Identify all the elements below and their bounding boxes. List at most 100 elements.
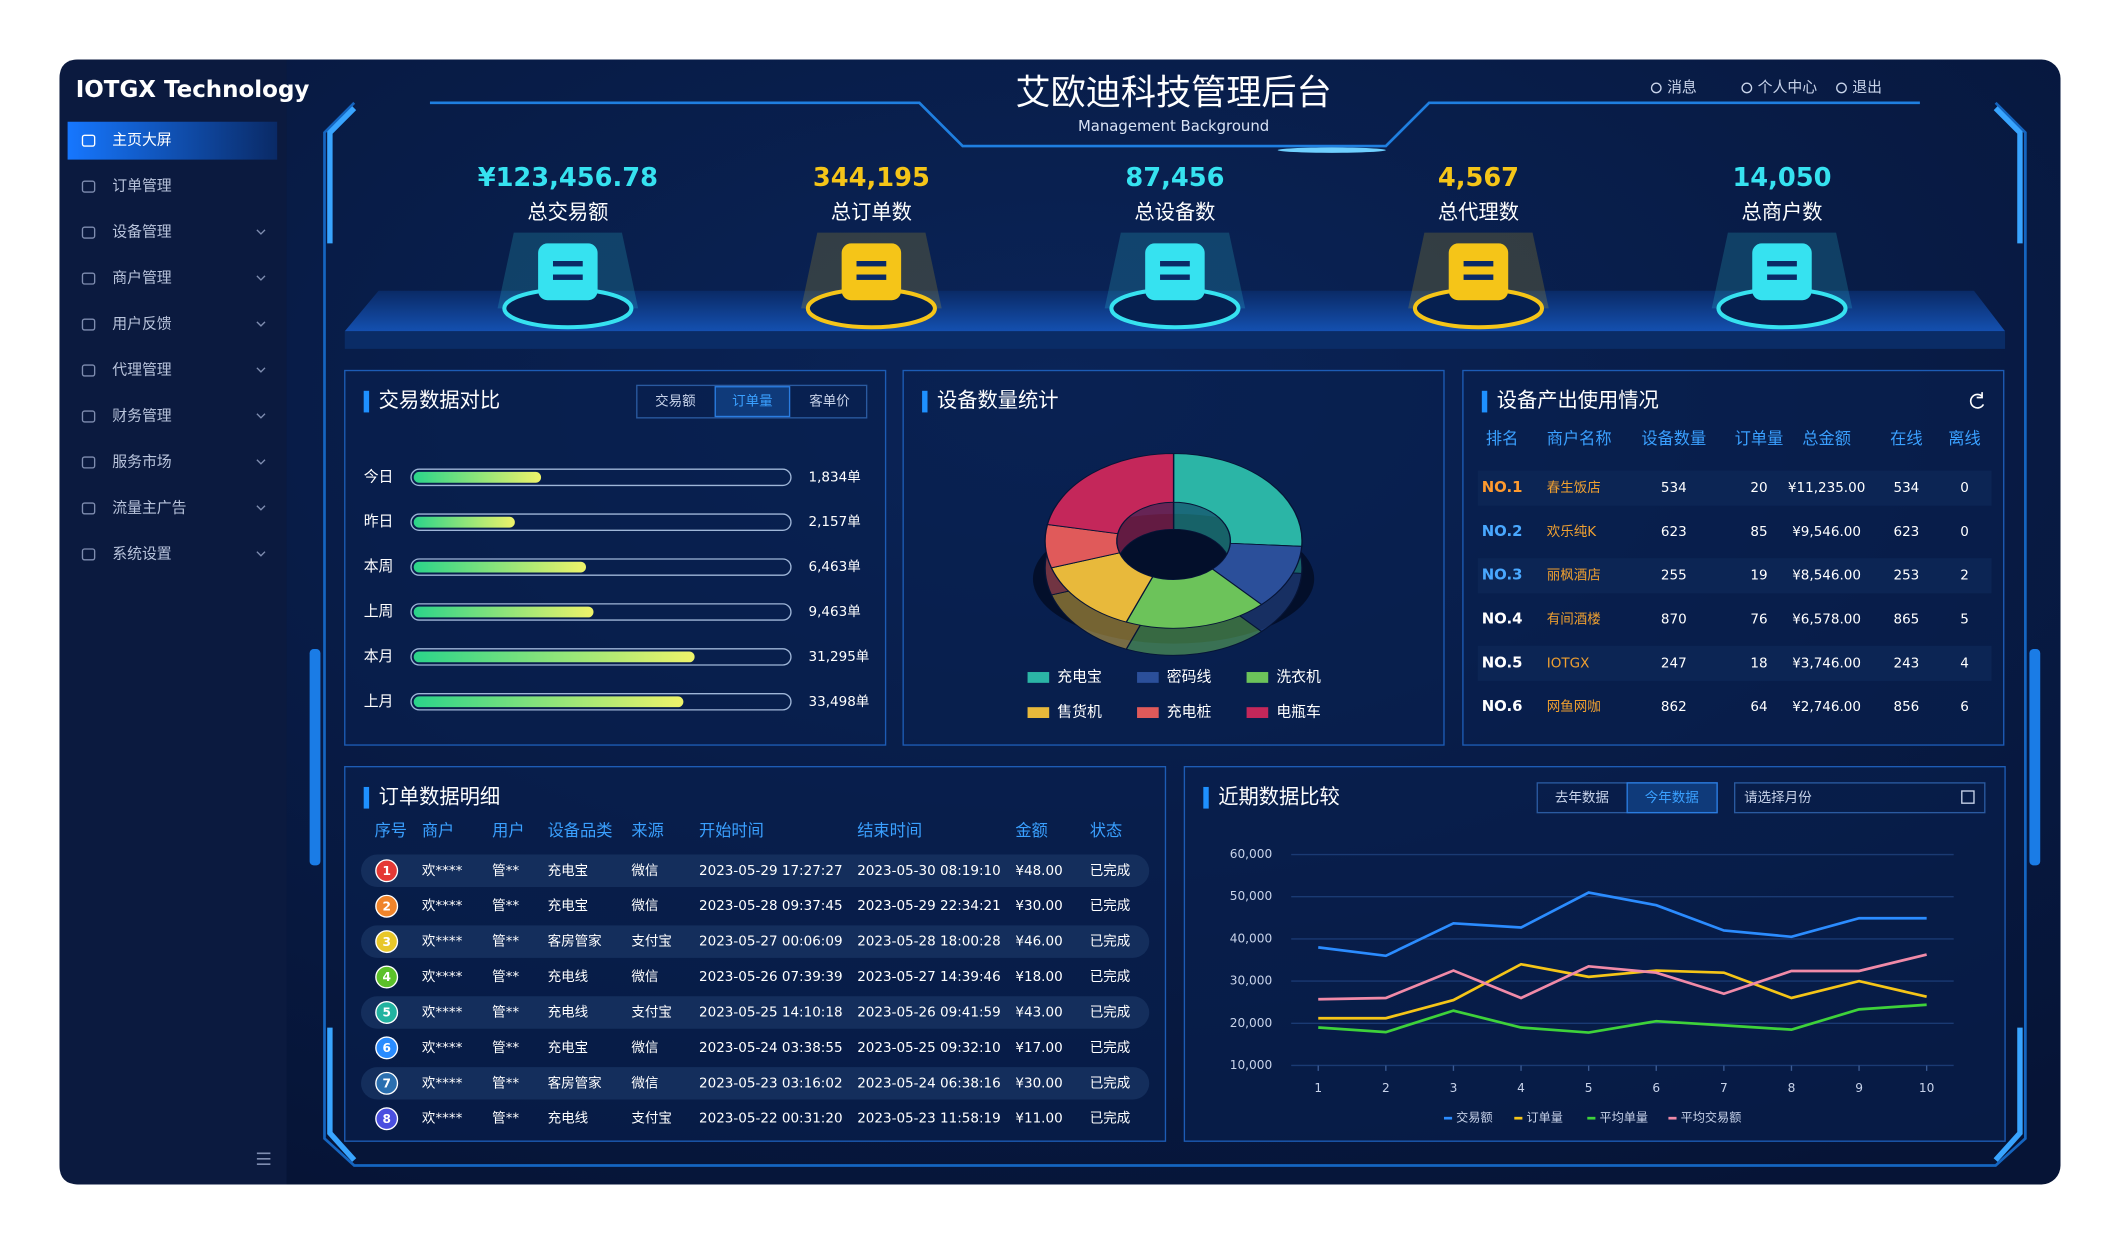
refresh-icon[interactable] bbox=[1969, 392, 1985, 409]
row-badge bbox=[375, 1107, 399, 1131]
menu-item[interactable]: 用户反馈 bbox=[112, 315, 172, 333]
table-row-stripe bbox=[1477, 645, 1992, 681]
collapse-icon[interactable] bbox=[256, 1152, 271, 1165]
y-tick-label: 30,000 bbox=[1230, 974, 1273, 988]
line-series bbox=[1318, 962, 1927, 1020]
tab[interactable]: 订单量 bbox=[732, 394, 773, 410]
table-cell: ¥11.00 bbox=[1015, 1111, 1062, 1127]
tab[interactable]: 交易额 bbox=[655, 393, 696, 410]
table-cell: 管** bbox=[492, 898, 519, 914]
menu-icon bbox=[81, 272, 96, 285]
row-badge bbox=[375, 894, 399, 918]
month-select[interactable] bbox=[1733, 782, 1986, 814]
table-cell: 76 bbox=[1750, 612, 1767, 628]
table-cell: 欢**** bbox=[422, 898, 463, 914]
menu-item[interactable]: 流量主广告 bbox=[112, 498, 186, 516]
table-cell: 微信 bbox=[631, 1040, 658, 1056]
table-cell: ¥2,746.00 bbox=[1792, 699, 1861, 715]
table-cell: 充电宝 bbox=[548, 863, 589, 879]
table-cell: NO.5 bbox=[1482, 653, 1523, 671]
kpi-value: ¥123,456.78 bbox=[478, 163, 658, 193]
table-cell: 19 bbox=[1750, 568, 1767, 584]
table-cell: 充电线 bbox=[548, 1004, 589, 1020]
table-cell: 2023-05-23 03:16:02 bbox=[699, 1075, 843, 1091]
row-index: 4 bbox=[382, 970, 390, 984]
row-index: 6 bbox=[382, 1041, 390, 1055]
menu-item[interactable]: 财务管理 bbox=[112, 406, 172, 424]
table-cell: NO.2 bbox=[1482, 522, 1523, 540]
table-cell: 6 bbox=[1960, 699, 1969, 715]
panel bbox=[1183, 765, 2006, 1142]
table-cell: 春生饭店 bbox=[1547, 480, 1601, 496]
table-cell: 64 bbox=[1750, 699, 1767, 715]
y-tick-label: 10,000 bbox=[1230, 1058, 1273, 1072]
table-row-stripe bbox=[360, 854, 1150, 887]
menu-item[interactable]: 商户管理 bbox=[112, 269, 172, 287]
table-cell: 支付宝 bbox=[631, 934, 672, 950]
x-tick-label: 8 bbox=[1788, 1081, 1796, 1095]
table-cell: ¥11,235.00 bbox=[1788, 480, 1865, 496]
menu-item[interactable]: 设备管理 bbox=[112, 223, 172, 241]
table-row-stripe bbox=[1477, 558, 1992, 594]
table-cell: 255 bbox=[1661, 568, 1687, 584]
bar-value: 1,834单 bbox=[809, 469, 861, 485]
brand: IOTGX Technology bbox=[76, 77, 310, 103]
kpi-icon-mark bbox=[552, 274, 583, 280]
tab[interactable]: 今年数据 bbox=[1645, 790, 1699, 806]
table-row-stripe bbox=[1477, 470, 1992, 506]
menu-icon bbox=[81, 180, 96, 193]
legend-swatch bbox=[1137, 707, 1159, 718]
header-frame bbox=[429, 101, 1920, 148]
bar-track bbox=[410, 692, 792, 711]
nav-item[interactable]: 退出 bbox=[1852, 78, 1882, 96]
menu-icon bbox=[81, 410, 96, 423]
row-badge bbox=[375, 1036, 399, 1060]
tab[interactable]: 客单价 bbox=[809, 393, 850, 410]
table-cell: 2023-05-25 14:10:18 bbox=[699, 1004, 843, 1020]
table-cell: ¥43.00 bbox=[1015, 1004, 1062, 1020]
kpi-label: 总订单数 bbox=[831, 200, 912, 224]
table-cell: 2023-05-28 09:37:45 bbox=[699, 898, 843, 914]
bar-track bbox=[410, 558, 792, 576]
table-cell: 管** bbox=[492, 969, 519, 985]
table-cell: 充电线 bbox=[548, 969, 589, 985]
menu-active bbox=[67, 121, 278, 160]
table-cell: ¥8,546.00 bbox=[1792, 568, 1861, 584]
table-cell: 4 bbox=[1960, 655, 1969, 671]
row-badge bbox=[375, 965, 399, 989]
legend-swatch bbox=[1027, 672, 1050, 683]
table-cell: 已完成 bbox=[1090, 1040, 1131, 1056]
menu-item[interactable]: 服务市场 bbox=[112, 452, 171, 470]
x-tick-label: 2 bbox=[1382, 1081, 1390, 1095]
table-header: 订单量 bbox=[1735, 429, 1784, 448]
x-tick-label: 7 bbox=[1720, 1081, 1728, 1095]
table-cell: 2023-05-26 07:39:39 bbox=[699, 969, 843, 985]
table-cell: 客房管家 bbox=[548, 1074, 603, 1091]
table-cell: 2023-05-28 18:00:28 bbox=[857, 934, 1001, 950]
x-tick-label: 1 bbox=[1314, 1081, 1322, 1095]
table-cell: 已完成 bbox=[1090, 898, 1131, 914]
table-cell: NO.3 bbox=[1482, 566, 1523, 584]
bar bbox=[413, 471, 542, 483]
nav-item[interactable]: 个人中心 bbox=[1758, 78, 1818, 96]
legend-label: 售货机 bbox=[1057, 703, 1102, 721]
menu-item[interactable]: 代理管理 bbox=[112, 361, 172, 379]
table-cell: 微信 bbox=[631, 898, 658, 914]
table-row-stripe bbox=[360, 1067, 1150, 1100]
row-badge bbox=[375, 1000, 399, 1024]
menu-item[interactable]: 订单管理 bbox=[112, 177, 172, 195]
table-header: 开始时间 bbox=[699, 821, 764, 840]
table-cell: 充电宝 bbox=[548, 898, 589, 914]
tab[interactable]: 去年数据 bbox=[1555, 790, 1609, 806]
menu-item[interactable]: 系统设置 bbox=[112, 544, 172, 562]
table-cell: ¥17.00 bbox=[1015, 1040, 1062, 1056]
table-header: 状态 bbox=[1090, 821, 1122, 840]
table-cell: 欢**** bbox=[422, 1111, 463, 1127]
table-cell: 0 bbox=[1960, 480, 1969, 496]
bar bbox=[413, 606, 594, 618]
nav-item[interactable]: 消息 bbox=[1667, 78, 1697, 96]
row-badge bbox=[375, 859, 399, 883]
table-cell: NO.6 bbox=[1482, 697, 1523, 715]
menu-item[interactable]: 主页大屏 bbox=[112, 131, 172, 149]
table-cell: 欢乐纯K bbox=[1547, 524, 1598, 540]
